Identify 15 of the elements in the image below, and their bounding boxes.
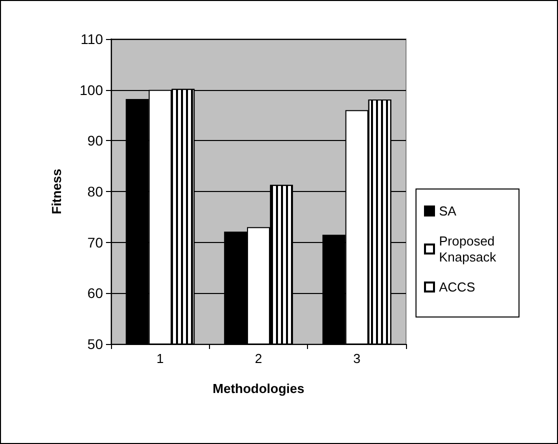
y-tick-label: 80 — [87, 184, 104, 200]
y-tick-label: 100 — [80, 82, 104, 98]
x-tick-label: 3 — [353, 351, 360, 366]
x-tick-label: 1 — [156, 351, 164, 366]
y-tick-label: 60 — [87, 285, 104, 302]
legend-label: Proposed Knapsack — [439, 234, 498, 264]
legend-label: SA — [439, 204, 457, 218]
y-axis-title: Fitness — [49, 168, 64, 214]
legend-label: ACCS — [439, 280, 476, 294]
x-tick-label: 2 — [254, 351, 262, 366]
y-tick-label: 90 — [87, 132, 104, 149]
y-tick-label: 70 — [87, 234, 104, 250]
y-tick-label: 110 — [80, 31, 104, 47]
y-tick-label: 50 — [87, 336, 104, 352]
x-axis-title: Methodologies — [212, 381, 304, 396]
